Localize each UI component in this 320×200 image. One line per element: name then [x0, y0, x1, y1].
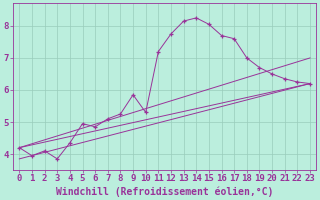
X-axis label: Windchill (Refroidissement éolien,°C): Windchill (Refroidissement éolien,°C): [56, 186, 273, 197]
